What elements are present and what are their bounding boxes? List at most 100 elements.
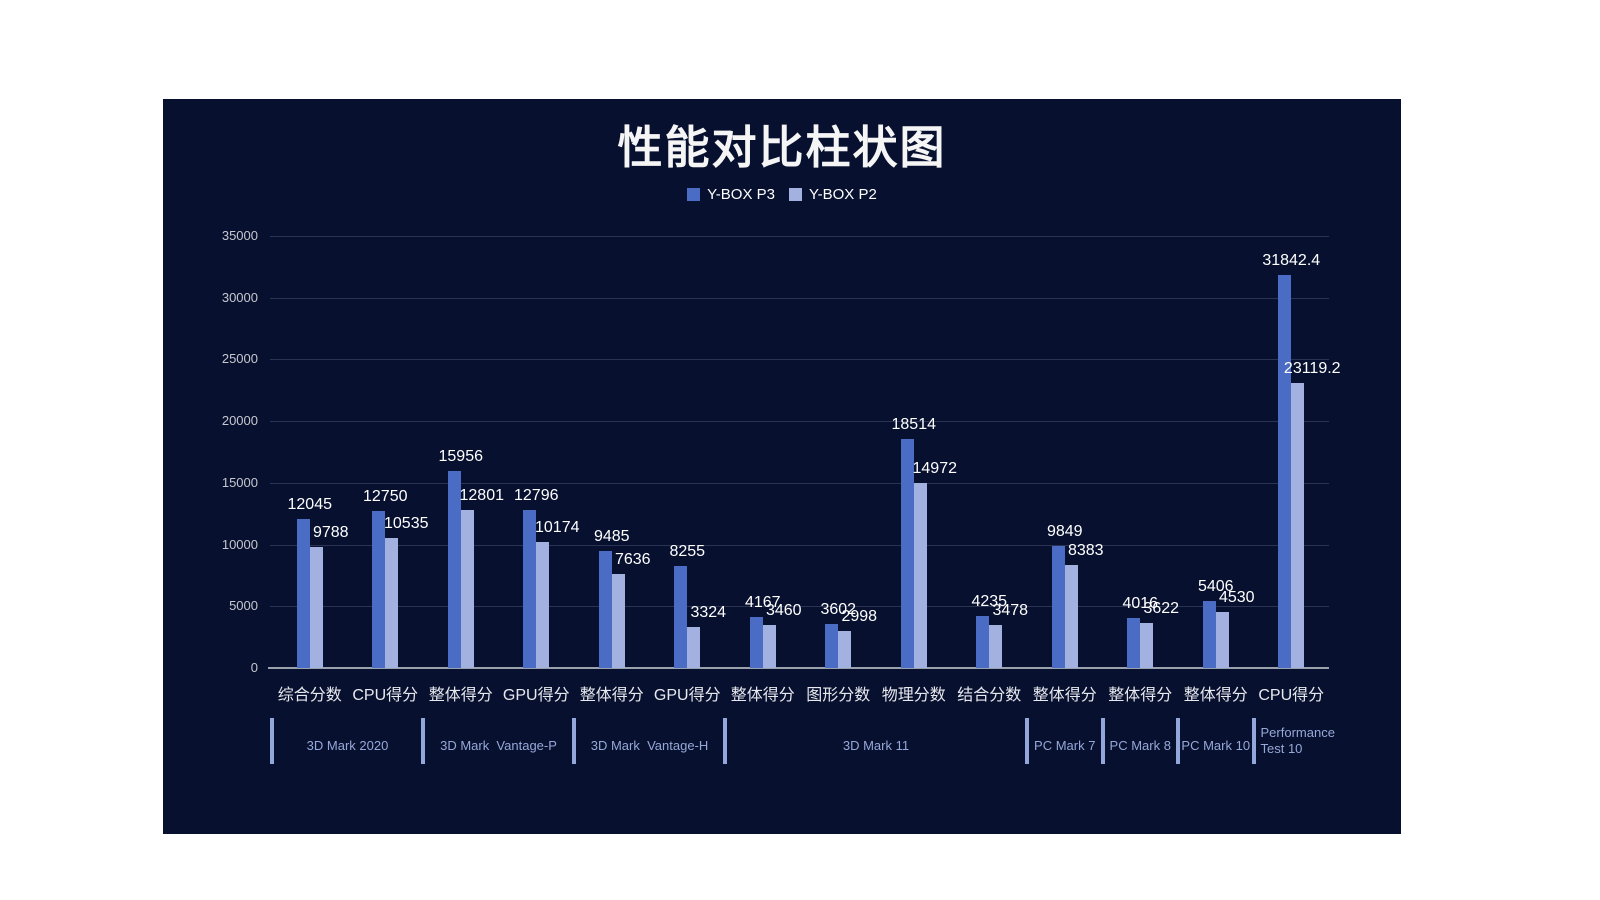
gridline-20000	[270, 421, 1329, 423]
y-tick-label-20000: 20000	[221, 413, 258, 429]
y-tick-label-35000: 35000	[221, 228, 258, 243]
x-axis-line	[268, 667, 1329, 669]
legend-item-ybox-p2[interactable]: Y-BOX P2	[789, 186, 877, 203]
group-label-0: 3D Mark 2020	[306, 738, 389, 753]
value-label-y-box-p2-10: 8383	[1067, 541, 1104, 559]
bar-y-box-p2-5[interactable]	[687, 626, 701, 668]
group-divider-5	[1100, 718, 1105, 764]
group-divider-1	[421, 718, 425, 764]
value-label-y-box-p3-0: 12045	[287, 496, 333, 514]
bar-y-box-p2-6[interactable]	[762, 625, 776, 668]
legend-label-ybox-p3: Y-BOX P3	[707, 186, 775, 203]
bar-y-box-p2-7[interactable]	[838, 630, 852, 668]
bar-y-box-p3-9[interactable]	[976, 615, 990, 668]
bar-y-box-p2-10[interactable]	[1064, 564, 1078, 668]
x-category-label-0: 综合分数	[277, 687, 342, 704]
group-divider-6	[1176, 718, 1180, 764]
x-category-label-3: GPU得分	[502, 687, 570, 704]
bar-y-box-p2-2[interactable]	[460, 509, 474, 668]
value-label-y-box-p2-11: 3622	[1143, 600, 1180, 618]
x-category-label-9: 结合分数	[957, 687, 1022, 704]
value-label-y-box-p3-5: 8255	[669, 543, 706, 561]
value-label-y-box-p2-13: 23119.2	[1283, 359, 1341, 377]
legend-swatch-ybox-p3	[687, 188, 701, 201]
y-tick-label-30000: 30000	[221, 289, 258, 305]
chart-title: 性能对比柱状图	[617, 122, 947, 173]
bar-y-box-p3-10[interactable]	[1051, 546, 1065, 668]
value-label-y-box-p2-3: 10174	[535, 519, 580, 537]
bar-y-box-p3-3[interactable]	[523, 510, 537, 668]
bar-y-box-p3-6[interactable]	[749, 616, 763, 668]
group-divider-7	[1251, 718, 1256, 764]
x-category-label-6: 整体得分	[730, 687, 795, 704]
value-label-y-box-p2-2: 12801	[459, 486, 505, 504]
value-label-y-box-p2-0: 9788	[312, 524, 349, 542]
bar-y-box-p3-5[interactable]	[674, 566, 688, 668]
value-label-y-box-p2-1: 10535	[384, 514, 429, 532]
legend-label-ybox-p2: Y-BOX P2	[809, 186, 877, 203]
legend-item-ybox-p3[interactable]: Y-BOX P3	[687, 186, 775, 203]
x-category-label-10: 整体得分	[1032, 687, 1097, 704]
bar-y-box-p2-0[interactable]	[309, 547, 323, 668]
bar-y-box-p3-11[interactable]	[1127, 618, 1141, 668]
group-divider-3	[723, 718, 727, 764]
gridline-5000	[270, 606, 1329, 608]
bar-y-box-p3-4[interactable]	[598, 550, 612, 668]
value-label-y-box-p3-8: 18514	[891, 416, 937, 434]
bar-y-box-p2-4[interactable]	[611, 573, 625, 668]
value-label-y-box-p2-6: 3460	[765, 602, 802, 620]
value-label-y-box-p3-11: 4016	[1122, 595, 1159, 613]
x-category-label-8: 物理分数	[881, 687, 946, 704]
bar-y-box-p2-12[interactable]	[1215, 612, 1229, 668]
value-label-y-box-p2-5: 3324	[690, 603, 727, 621]
value-label-y-box-p3-9: 4235	[971, 592, 1008, 610]
y-tick-label-5000: 5000	[229, 598, 258, 614]
y-tick-label-25000: 25000	[221, 351, 258, 367]
bar-y-box-p2-9[interactable]	[989, 625, 1003, 668]
legend-swatch-ybox-p2	[789, 188, 802, 201]
bar-y-box-p2-8[interactable]	[913, 483, 927, 668]
bar-y-box-p2-3[interactable]	[536, 542, 550, 668]
group-divider-2	[572, 718, 576, 764]
value-label-y-box-p3-2: 15956	[438, 448, 484, 466]
value-label-y-box-p3-4: 9485	[593, 527, 630, 545]
value-label-y-box-p2-9: 3478	[992, 602, 1029, 620]
legend: Y-BOX P3 Y-BOX P2	[163, 186, 1401, 203]
bar-y-box-p3-1[interactable]	[372, 510, 386, 668]
bar-y-box-p3-8[interactable]	[900, 439, 914, 668]
value-label-y-box-p3-3: 12796	[514, 487, 559, 505]
x-category-label-12: 整体得分	[1183, 687, 1248, 704]
value-label-y-box-p3-6: 4167	[744, 593, 781, 611]
group-label-6: PC Mark 10	[1181, 738, 1251, 753]
value-label-y-box-p3-10: 9849	[1046, 523, 1083, 541]
bar-y-box-p3-13[interactable]	[1278, 274, 1292, 668]
value-label-y-box-p3-13: 31842.4	[1262, 251, 1321, 269]
bar-y-box-p2-1[interactable]	[385, 537, 399, 668]
bar-y-box-p3-7[interactable]	[825, 623, 839, 668]
x-category-label-5: GPU得分	[653, 687, 721, 704]
group-label-5: PC Mark 8	[1109, 738, 1171, 753]
group-label-4: PC Mark 7	[1034, 738, 1096, 753]
value-label-y-box-p2-4: 7636	[614, 550, 651, 568]
y-tick-label-10000: 10000	[221, 536, 258, 552]
x-category-label-7: 图形分数	[806, 687, 871, 704]
y-tick-label-15000: 15000	[221, 474, 258, 490]
bar-y-box-p3-0[interactable]	[296, 519, 310, 668]
bar-y-box-p2-11[interactable]	[1140, 623, 1154, 668]
value-label-y-box-p2-8: 14972	[912, 460, 958, 478]
gridline-25000	[270, 359, 1329, 361]
plot-area: 0 5000 10000 15000 20000 25000 30000 35000 12045…	[163, 99, 1401, 834]
gridline-15000	[270, 482, 1329, 484]
bar-y-box-p3-2[interactable]	[447, 471, 461, 668]
value-label-y-box-p2-12: 4530	[1218, 589, 1255, 607]
group-label-2: 3D Mark Vantage-H	[590, 738, 709, 753]
x-category-label-4: 整体得分	[579, 687, 644, 704]
gridline-10000	[270, 544, 1329, 546]
x-category-label-1: CPU得分	[352, 687, 419, 704]
group-label-3: 3D Mark 11	[842, 738, 910, 753]
chart-panel: 性能对比柱状图 Y-BOX P3 Y-BOX P2 0 5000 10000 1500…	[163, 99, 1401, 834]
bar-y-box-p2-13[interactable]	[1291, 382, 1305, 668]
value-label-y-box-p3-7: 3602	[820, 600, 857, 618]
bar-y-box-p3-12[interactable]	[1202, 601, 1216, 668]
